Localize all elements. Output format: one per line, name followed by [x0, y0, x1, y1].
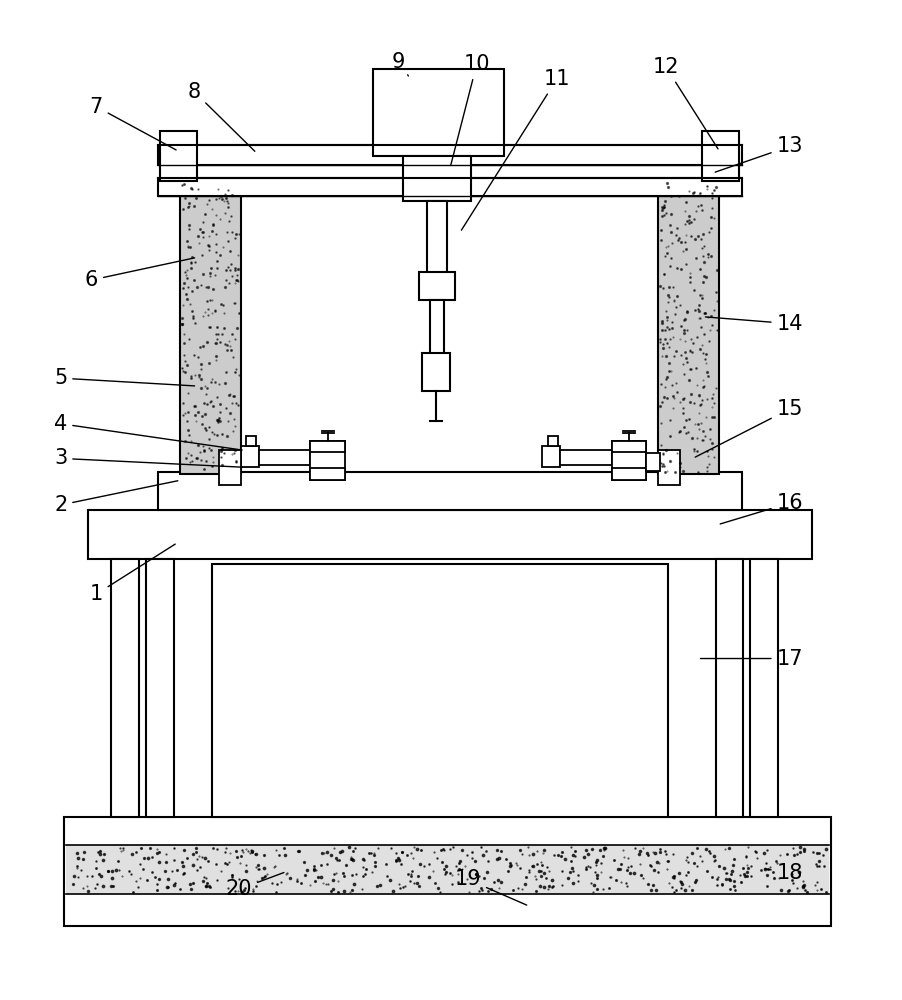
Text: 11: 11	[462, 69, 570, 230]
Text: 13: 13	[715, 136, 803, 172]
Bar	[64, 817, 832, 926]
Bar	[419, 272, 455, 300]
Text: 12: 12	[653, 57, 718, 149]
Bar	[612, 468, 646, 480]
Bar	[158, 178, 742, 196]
Text: 8: 8	[188, 82, 255, 151]
Bar	[310, 441, 345, 480]
Bar	[241, 446, 259, 467]
Bar	[88, 510, 812, 559]
Text: 19: 19	[455, 869, 527, 905]
Bar	[646, 453, 660, 471]
Bar	[219, 450, 241, 485]
Bar	[658, 181, 720, 474]
Bar	[66, 845, 830, 894]
Text: 4: 4	[54, 414, 242, 450]
Bar	[158, 145, 742, 165]
Bar	[430, 300, 444, 389]
Bar	[428, 201, 447, 275]
Bar	[146, 559, 173, 817]
Bar	[560, 450, 612, 465]
Bar	[542, 446, 560, 467]
Text: 14: 14	[705, 314, 803, 334]
Bar	[373, 69, 503, 156]
Bar	[403, 156, 471, 201]
Bar	[750, 559, 778, 817]
Text: 10: 10	[451, 54, 490, 165]
Text: 1: 1	[89, 544, 175, 604]
Bar	[715, 559, 743, 817]
Bar	[111, 559, 139, 817]
Text: 5: 5	[54, 368, 195, 388]
Bar	[658, 450, 680, 485]
Bar	[246, 436, 256, 446]
Bar	[422, 353, 450, 391]
Bar	[612, 441, 646, 452]
Text: 9: 9	[391, 52, 409, 76]
Text: 7: 7	[89, 97, 176, 150]
Bar	[158, 472, 742, 510]
Text: 18: 18	[765, 863, 803, 883]
Bar	[548, 436, 558, 446]
Bar	[310, 441, 345, 452]
Text: 16: 16	[720, 493, 803, 524]
Bar	[179, 181, 241, 474]
Text: 2: 2	[54, 481, 178, 515]
Bar	[702, 131, 740, 181]
Bar	[212, 564, 668, 817]
Text: 3: 3	[54, 448, 242, 468]
Bar	[310, 468, 345, 480]
Bar	[259, 450, 310, 465]
Text: 6: 6	[85, 258, 195, 290]
Text: 15: 15	[695, 399, 803, 457]
Text: 17: 17	[701, 649, 803, 669]
Text: 20: 20	[226, 873, 284, 899]
Bar	[160, 131, 198, 181]
Bar	[612, 441, 646, 480]
